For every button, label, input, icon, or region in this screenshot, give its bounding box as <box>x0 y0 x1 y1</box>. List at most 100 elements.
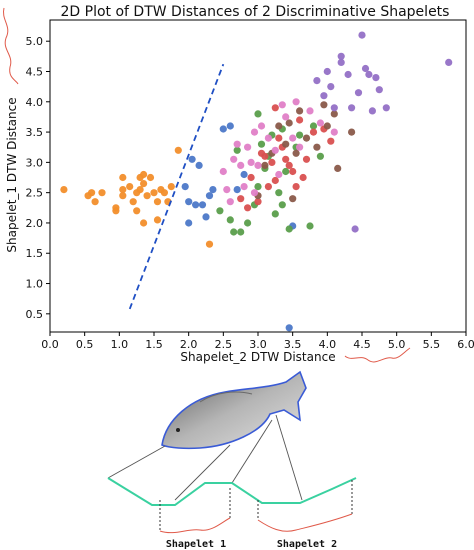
scatter-point-series-1 <box>174 146 182 154</box>
x-tick-label: 0.5 <box>76 338 94 351</box>
scatter-point-series-1 <box>160 189 168 197</box>
scatter-point-series-7 <box>375 86 383 94</box>
scatter-point-series-1 <box>143 192 151 200</box>
scatter-point-series-3 <box>226 216 234 224</box>
scatter-point-series-3 <box>244 219 252 227</box>
y-tick-label: 2.5 <box>26 187 44 200</box>
scatter-point-series-6 <box>237 161 245 169</box>
scatter-point-series-6 <box>264 134 272 142</box>
scatter-point-series-7 <box>320 92 328 100</box>
scatter-point-series-1 <box>119 192 127 200</box>
scatter-point-series-6 <box>275 170 283 179</box>
scatter-point-series-1 <box>205 240 214 248</box>
scatter-point-series-1 <box>119 173 127 182</box>
scatter-point-series-7 <box>445 58 453 66</box>
x-tick-label: 6.0 <box>457 338 474 351</box>
scatter-point-series-2 <box>209 186 217 194</box>
y-tick-label: 4.0 <box>26 96 44 109</box>
scatter-point-series-7 <box>348 104 356 112</box>
scatter-point-series-5 <box>296 107 304 115</box>
x-tick-label: 5.5 <box>423 338 441 351</box>
scatter-point-series-1 <box>167 183 175 191</box>
y-tick-label: 1.5 <box>26 247 44 260</box>
scatter-point-series-2 <box>202 213 210 221</box>
connector-line <box>231 419 273 484</box>
scatter-point-series-6 <box>219 167 227 176</box>
y-tick-label: 0.5 <box>26 308 44 321</box>
scatter-point-series-3 <box>282 167 290 176</box>
scatter-point-series-6 <box>250 128 259 136</box>
shapelet-2-curve <box>257 513 353 532</box>
scatter-point-series-4 <box>261 152 269 160</box>
y-tick-label: 3.0 <box>26 156 44 169</box>
scatter-point-series-3 <box>216 207 224 215</box>
connector-line <box>174 444 231 501</box>
scatter-point-series-5 <box>330 110 338 118</box>
connector-line <box>107 445 166 479</box>
scatter-point-series-6 <box>233 140 241 148</box>
scatter-point-series-4 <box>282 155 290 163</box>
corner-scribble-bottom <box>344 347 411 363</box>
scatter-point-series-2 <box>285 324 293 332</box>
scatter-point-series-3 <box>278 201 286 209</box>
scatter-point-series-5 <box>282 140 290 148</box>
scatter-point-series-4 <box>275 134 283 142</box>
scatter-point-series-1 <box>153 198 162 206</box>
scatter-point-series-1 <box>133 207 141 215</box>
scatter-point-series-7 <box>372 74 380 82</box>
scatter-point-series-5 <box>292 149 300 157</box>
scatter-point-series-3 <box>285 225 293 233</box>
scatter-point-series-1 <box>126 183 134 191</box>
x-tick-label: 1.5 <box>145 338 163 351</box>
scatter-point-series-6 <box>257 122 266 130</box>
scatter-point-series-1 <box>140 219 148 227</box>
scatter-point-series-3 <box>271 210 279 218</box>
scatter-point-series-3 <box>237 228 245 236</box>
x-tick-label: 3.0 <box>249 338 267 351</box>
scatter-point-series-1 <box>119 186 127 194</box>
scatter-point-series-4 <box>302 155 311 163</box>
scatter-point-series-3 <box>275 189 283 197</box>
scatter-point-series-7 <box>382 104 390 112</box>
x-tick-label: 5.0 <box>388 338 406 351</box>
y-axis-label: Shapelet_1 DTW Distance <box>5 97 19 252</box>
y-tick-label: 5.0 <box>26 35 44 48</box>
scatter-point-series-4 <box>285 161 293 169</box>
scatter-point-series-2 <box>195 161 203 169</box>
scatter-point-series-1 <box>153 216 162 224</box>
scatter-point-series-4 <box>247 173 255 182</box>
scatter-point-series-2 <box>198 201 207 209</box>
scatter-point-series-3 <box>254 183 262 191</box>
scatter-point-series-6 <box>306 107 314 115</box>
scatter-point-series-1 <box>88 189 96 197</box>
shapelet-illustration: Shapelet 1 Shapelet 2 <box>107 370 357 550</box>
scatter-point-series-1 <box>91 198 99 206</box>
x-tick-label: 2.5 <box>215 338 233 351</box>
time-series-line <box>107 477 357 506</box>
scatter-point-series-7 <box>337 58 345 66</box>
scatter-point-series-7 <box>344 70 352 79</box>
scatter-point-series-6 <box>289 134 297 142</box>
shapelet-1-label: Shapelet 1 <box>166 539 226 550</box>
plot-area <box>49 19 467 333</box>
scatter-point-series-1 <box>140 180 148 188</box>
scatter-point-series-1 <box>146 173 155 182</box>
fish-eye <box>176 428 180 432</box>
scatter-point-series-4 <box>299 173 307 182</box>
scatter-point-series-6 <box>223 186 231 194</box>
plot-layer <box>60 31 453 332</box>
scatter-point-series-5 <box>261 161 269 169</box>
scatter-point-series-7 <box>327 83 335 91</box>
scatter-point-series-4 <box>271 176 279 185</box>
scatter-point-series-6 <box>278 101 286 109</box>
scatter-point-series-4 <box>268 158 276 166</box>
scatter-point-series-7 <box>323 67 331 76</box>
scatter-point-series-2 <box>240 170 248 179</box>
scatter-point-series-2 <box>185 198 193 206</box>
scatter-point-series-5 <box>334 164 342 172</box>
scatter-point-series-4 <box>292 183 300 191</box>
scatter-point-series-7 <box>351 225 359 233</box>
scatter-point-series-3 <box>233 146 241 154</box>
scatter-point-series-5 <box>320 101 328 109</box>
y-tick-label: 1.0 <box>26 278 44 291</box>
